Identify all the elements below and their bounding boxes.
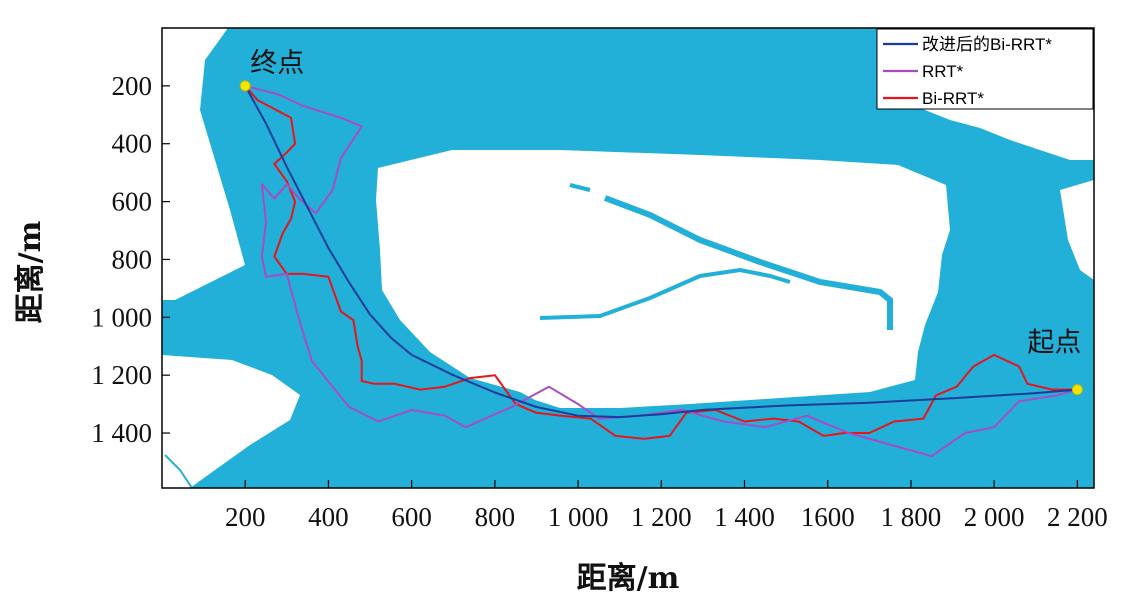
- legend-label: RRT*: [922, 62, 964, 81]
- land-bottom-left: [162, 355, 300, 488]
- inner-channel-3: [569, 183, 591, 192]
- end-point-label: 终点: [250, 48, 304, 79]
- x-tick-label: 600: [391, 502, 432, 532]
- legend: 改进后的Bi-RRT* RRT* Bi-RRT*: [876, 28, 1094, 110]
- inner-channel: [603, 195, 893, 330]
- y-axis-ticks: 200 400 600 800 1 000 1 200 1 400: [91, 71, 170, 448]
- series-line: [244, 84, 1078, 458]
- x-tick-label: 200: [225, 502, 266, 532]
- x-tick-label: 1 200: [631, 502, 692, 532]
- y-tick-label: 400: [112, 129, 153, 159]
- legend-label: Bi-RRT*: [922, 89, 984, 108]
- x-tick-label: 1 000: [548, 502, 609, 532]
- x-tick-label: 2 000: [964, 502, 1025, 532]
- end-point-marker: [239, 80, 251, 92]
- y-tick-label: 800: [112, 244, 153, 274]
- marker-layer: [239, 80, 1083, 396]
- y-tick-label: 1 400: [91, 418, 152, 448]
- y-tick-label: 200: [112, 71, 153, 101]
- land-right-patch: [1060, 180, 1094, 280]
- y-tick-label: 600: [112, 187, 153, 217]
- legend-label: 改进后的Bi-RRT*: [922, 35, 1052, 54]
- x-tick-label: 1 800: [881, 502, 942, 532]
- series-line: [244, 85, 1078, 440]
- series-layer: [244, 84, 1078, 458]
- x-tick-label: 800: [475, 502, 516, 532]
- x-tick-label: 1 400: [714, 502, 775, 532]
- x-tick-label: 2 200: [1047, 502, 1108, 532]
- y-axis-label: 距离/m: [13, 220, 48, 323]
- start-point-marker: [1071, 384, 1083, 396]
- y-tick-label: 1 200: [91, 360, 152, 390]
- x-tick-label: 400: [308, 502, 349, 532]
- land-top-left: [162, 28, 245, 300]
- plot-frame: [161, 27, 1095, 489]
- legend-box: [876, 28, 1094, 110]
- x-tick-label: 1600: [801, 502, 855, 532]
- series-line: [244, 85, 1078, 419]
- central-island: [376, 150, 950, 408]
- y-tick-label: 1 000: [91, 302, 152, 332]
- inner-channel-2: [539, 267, 791, 320]
- small-creek: [164, 454, 193, 488]
- x-axis-label: 距离/m: [577, 561, 680, 596]
- x-axis-ticks: 200 400 600 800 1 000 1 200 1 400 1600 1 800 2 00…: [225, 480, 1108, 532]
- start-point-label: 起点: [1027, 328, 1081, 359]
